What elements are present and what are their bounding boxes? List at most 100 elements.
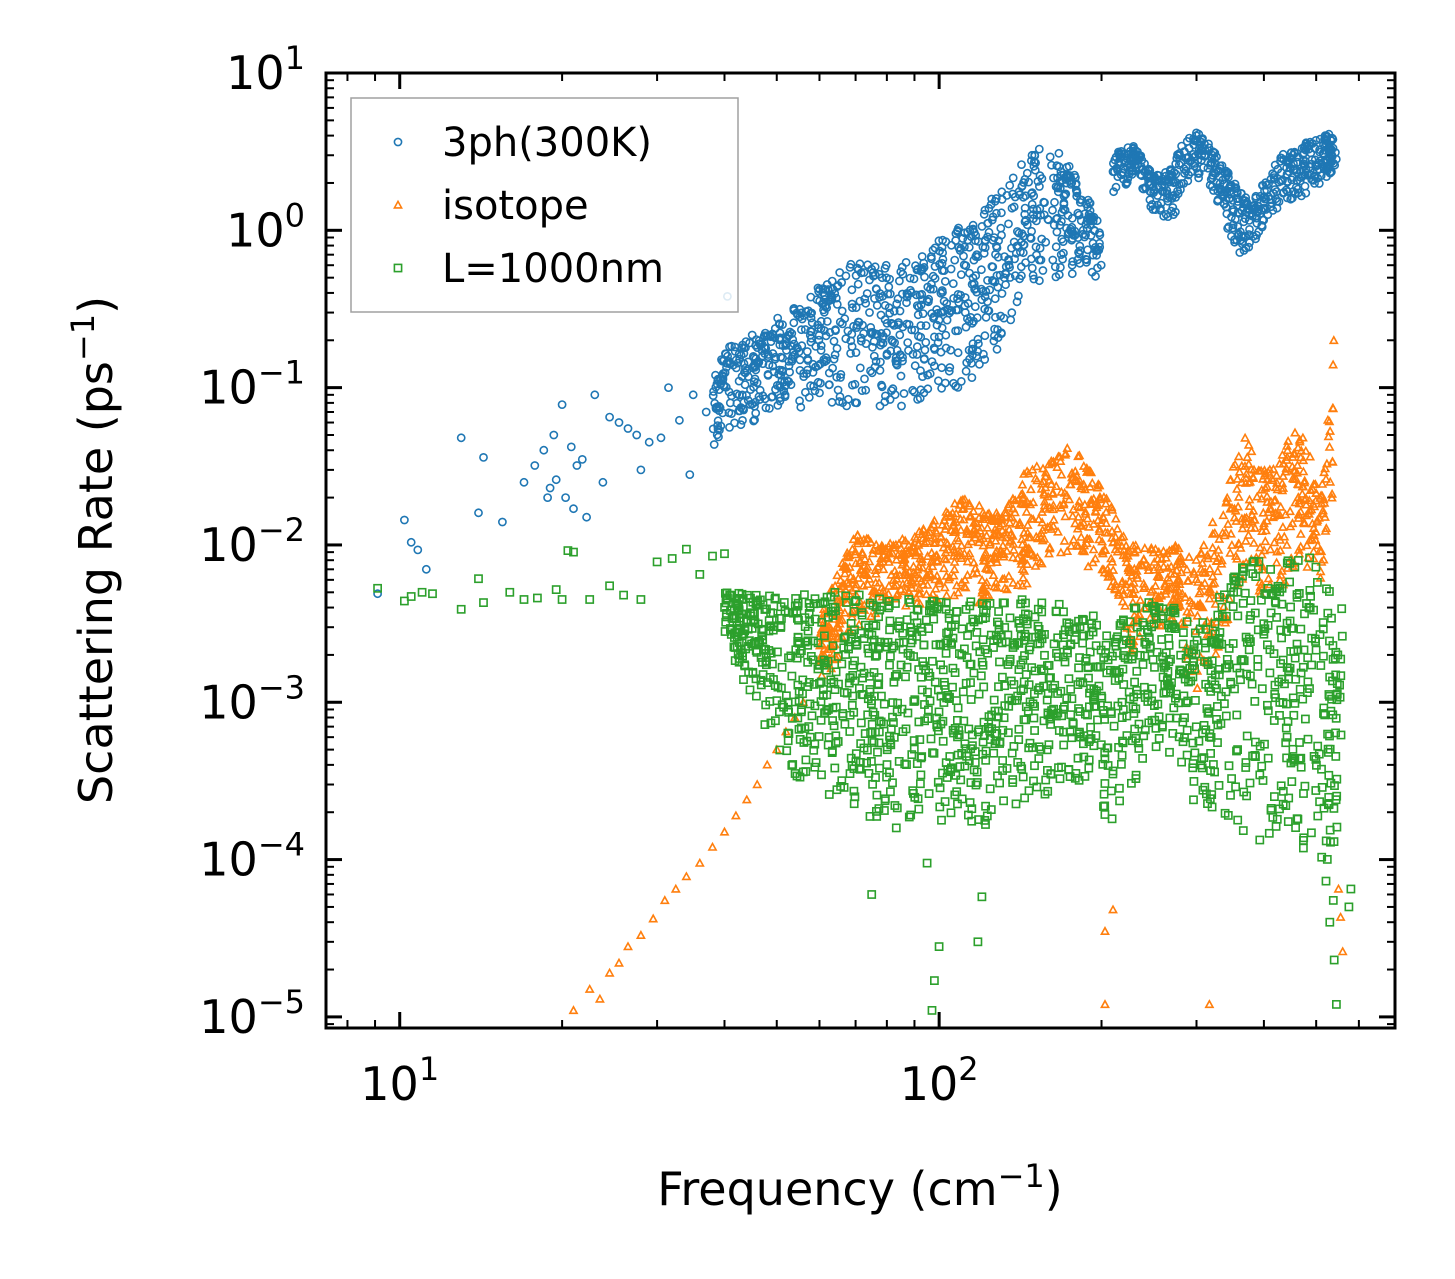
data-point-isotope	[906, 582, 917, 592]
data-point-l-1000nm	[909, 736, 919, 745]
data-point-isotope	[883, 580, 894, 590]
data-point-isotope	[949, 547, 960, 557]
data-point-isotope	[1112, 523, 1123, 533]
data-point-isotope	[1231, 515, 1242, 525]
data-point-3ph-300k	[1004, 219, 1013, 229]
data-point-3ph-300k	[996, 223, 1006, 233]
data-point-l-1000nm	[1301, 714, 1310, 724]
data-point-isotope	[850, 546, 861, 556]
data-point-isotope	[938, 542, 949, 552]
data-point-l-1000nm	[734, 588, 744, 598]
data-point-isotope	[1320, 463, 1331, 473]
data-point-l-1000nm	[1216, 691, 1226, 701]
data-point-3ph-300k	[856, 336, 866, 346]
data-point-3ph-300k	[755, 339, 764, 348]
data-point-3ph-300k	[1058, 237, 1068, 246]
data-point-l-1000nm	[1246, 596, 1256, 605]
data-point-l-1000nm	[968, 614, 978, 624]
data-point-3ph-300k	[871, 356, 881, 366]
data-point-isotope	[1131, 565, 1142, 575]
data-point-l-1000nm	[1271, 598, 1281, 608]
data-point-isotope	[914, 573, 925, 583]
data-point-isotope	[991, 582, 1002, 592]
data-point-isotope	[1328, 403, 1339, 413]
data-point-l-1000nm	[1062, 645, 1072, 655]
data-point-isotope	[1053, 526, 1063, 536]
data-point-l-1000nm	[936, 719, 946, 729]
data-point-isotope	[1066, 540, 1077, 550]
data-point-l-1000nm	[1323, 729, 1332, 739]
data-point-3ph-300k	[1054, 148, 1064, 158]
data-point-3ph-300k	[421, 564, 431, 574]
data-point-3ph-300k	[614, 418, 624, 427]
data-point-l-1000nm	[1241, 758, 1251, 767]
data-point-isotope	[852, 530, 863, 540]
data-point-l-1000nm	[869, 635, 879, 645]
data-point-isotope	[762, 759, 773, 769]
data-point-l-1000nm	[884, 603, 893, 613]
data-point-isotope	[870, 577, 881, 587]
data-point-3ph-300k	[918, 372, 927, 381]
data-point-l-1000nm	[1037, 630, 1046, 640]
data-point-l-1000nm	[1331, 795, 1341, 805]
data-point-isotope	[1077, 520, 1087, 530]
data-point-3ph-300k	[916, 300, 926, 310]
data-point-l-1000nm	[1199, 753, 1209, 762]
data-point-l-1000nm	[1150, 701, 1159, 710]
legend-item: L=1000nm	[393, 246, 664, 292]
data-point-isotope	[1131, 569, 1142, 579]
data-point-l-1000nm	[822, 706, 832, 715]
data-point-3ph-300k	[530, 461, 540, 470]
data-point-isotope	[1020, 542, 1031, 552]
data-point-3ph-300k	[1284, 167, 1294, 176]
data-point-isotope	[851, 579, 862, 589]
data-point-l-1000nm	[1325, 636, 1334, 646]
data-point-isotope	[949, 498, 960, 508]
data-point-isotope	[886, 569, 897, 579]
data-point-l-1000nm	[1132, 686, 1142, 695]
data-point-isotope	[1244, 494, 1255, 504]
data-point-l-1000nm	[957, 794, 967, 804]
data-point-isotope	[623, 941, 633, 951]
data-point-l-1000nm	[775, 613, 784, 623]
data-point-3ph-300k	[984, 227, 994, 237]
data-point-l-1000nm	[1024, 743, 1034, 753]
data-point-isotope	[1170, 587, 1181, 597]
data-point-3ph-300k	[577, 454, 587, 464]
data-point-3ph-300k	[1251, 191, 1261, 201]
data-point-l-1000nm	[1300, 781, 1310, 791]
data-point-isotope	[1234, 466, 1245, 476]
data-point-l-1000nm	[958, 687, 968, 697]
data-point-3ph-300k	[749, 377, 759, 386]
data-point-isotope	[1040, 503, 1051, 513]
y-axis-label: Scattering Rate (ps−1)	[64, 296, 123, 804]
data-point-3ph-300k	[963, 235, 973, 245]
data-point-isotope	[1082, 513, 1093, 523]
data-point-isotope	[1017, 546, 1028, 556]
data-point-l-1000nm	[1010, 640, 1019, 650]
data-point-l-1000nm	[977, 599, 987, 608]
data-markers	[373, 128, 1356, 1015]
data-point-l-1000nm	[1131, 603, 1141, 613]
data-point-3ph-300k	[1272, 203, 1282, 213]
data-point-l-1000nm	[865, 811, 875, 821]
data-point-l-1000nm	[824, 790, 834, 799]
data-point-l-1000nm	[1093, 715, 1102, 725]
data-point-3ph-300k	[1131, 163, 1141, 173]
data-point-3ph-300k	[919, 388, 929, 398]
data-point-3ph-300k	[1136, 151, 1145, 161]
data-point-isotope	[966, 536, 977, 546]
data-point-l-1000nm	[1163, 666, 1173, 676]
data-point-l-1000nm	[1057, 711, 1066, 721]
data-point-l-1000nm	[748, 667, 758, 677]
data-point-3ph-300k	[688, 390, 698, 400]
data-point-l-1000nm	[1075, 653, 1084, 662]
data-point-l-1000nm	[869, 738, 879, 747]
data-point-l-1000nm	[1201, 643, 1210, 653]
data-point-isotope	[1048, 514, 1059, 524]
data-point-l-1000nm	[1042, 695, 1052, 705]
data-point-3ph-300k	[1019, 240, 1029, 250]
data-point-isotope	[1223, 518, 1233, 528]
data-point-l-1000nm	[1325, 825, 1335, 835]
data-point-isotope	[968, 557, 979, 567]
